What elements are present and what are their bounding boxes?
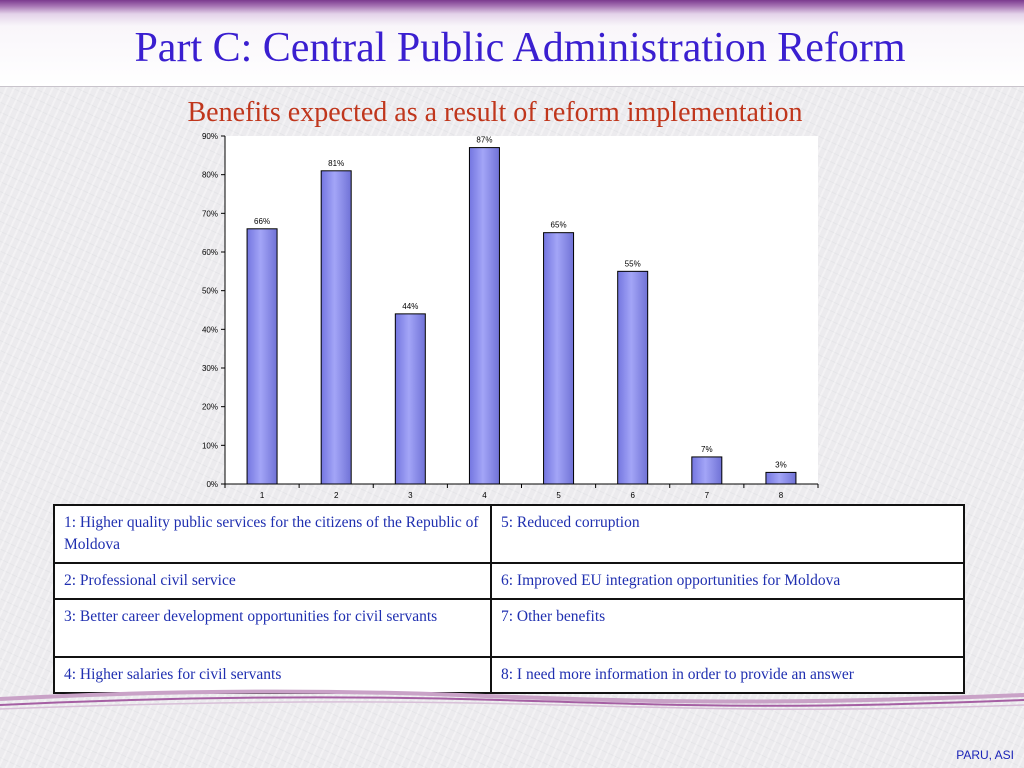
legend-cell: 6: Improved EU integration opportunities…	[490, 562, 965, 600]
bar-value-label: 7%	[701, 445, 713, 454]
footer-label: PARU, ASI	[956, 748, 1014, 762]
x-tick-label: 3	[408, 491, 413, 500]
x-tick-label: 2	[334, 491, 339, 500]
legend-cell: 3: Better career development opportuniti…	[53, 598, 492, 658]
legend-row: 3: Better career development opportuniti…	[53, 598, 965, 658]
bar-value-label: 87%	[476, 136, 492, 145]
y-tick-label: 90%	[202, 132, 218, 141]
bar-value-label: 66%	[254, 217, 270, 226]
x-tick-label: 5	[556, 491, 561, 500]
legend-table: 1: Higher quality public services for th…	[53, 504, 965, 694]
bar-value-label: 65%	[551, 221, 567, 230]
bar	[617, 270, 649, 485]
title-bar	[0, 0, 1024, 87]
x-tick-label: 1	[260, 491, 265, 500]
legend-cell: 4: Higher salaries for civil servants	[53, 656, 492, 694]
slide-title: Part C: Central Public Administration Re…	[134, 25, 906, 71]
y-tick-label: 60%	[202, 248, 218, 257]
legend-row: 1: Higher quality public services for th…	[53, 504, 965, 564]
x-tick-label: 4	[482, 491, 487, 500]
legend-row: 2: Professional civil service 6: Improve…	[53, 562, 965, 600]
bar	[543, 232, 575, 485]
bar	[394, 313, 426, 485]
bar-value-label: 55%	[625, 259, 641, 268]
bar-value-label: 44%	[402, 302, 418, 311]
bar	[468, 147, 500, 485]
y-tick-label: 10%	[202, 441, 218, 450]
decorative-wave-divider	[0, 689, 1024, 711]
y-tick-label: 30%	[202, 364, 218, 373]
bar	[691, 456, 723, 485]
y-tick-label: 70%	[202, 209, 218, 218]
bar-value-label: 81%	[328, 159, 344, 168]
bar-value-label: 3%	[775, 460, 787, 469]
legend-cell: 2: Professional civil service	[53, 562, 492, 600]
chart-title: Benefits expected as a result of reform …	[187, 97, 803, 128]
legend-cell: 7: Other benefits	[490, 598, 965, 658]
legend-row: 4: Higher salaries for civil servants 8:…	[53, 656, 965, 694]
bar	[765, 471, 797, 485]
y-tick-label: 50%	[202, 287, 218, 296]
legend-cell: 8: I need more information in order to p…	[490, 656, 965, 694]
y-tick-label: 80%	[202, 171, 218, 180]
bar-chart: 0% 10% 20% 30% 40% 50% 60% 70% 80% 90% 66% 1 81% 2 44%…	[202, 132, 819, 500]
bar	[320, 170, 352, 485]
y-tick-label: 0%	[206, 480, 218, 489]
x-tick-label: 6	[630, 491, 635, 500]
x-tick-label: 8	[779, 491, 784, 500]
plot-area	[225, 136, 818, 484]
y-tick-label: 40%	[202, 325, 218, 334]
legend-cell: 5: Reduced corruption	[490, 504, 965, 564]
legend-cell: 1: Higher quality public services for th…	[53, 504, 492, 564]
x-tick-label: 7	[705, 491, 710, 500]
bar	[246, 228, 278, 485]
y-tick-label: 20%	[202, 403, 218, 412]
